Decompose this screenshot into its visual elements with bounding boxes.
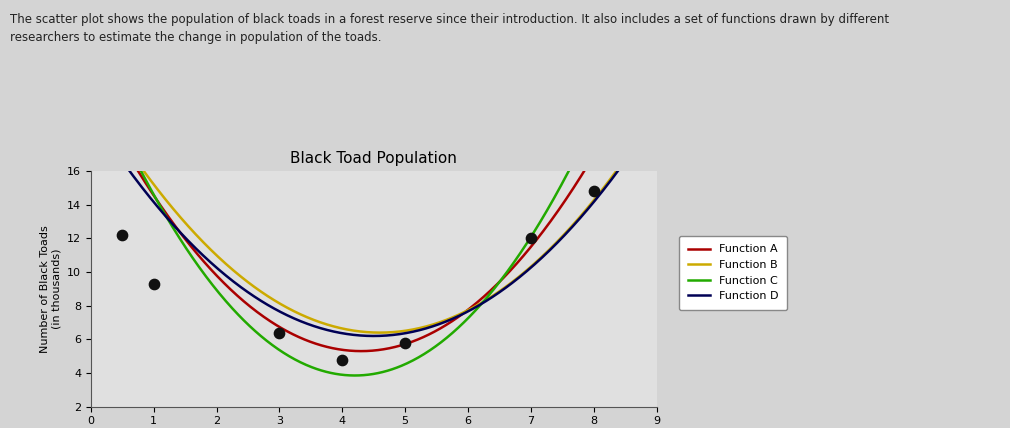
Function D (419, 326, 431, 331)
Line: Function C: Function C (91, 0, 656, 375)
Function A (512, 260, 524, 265)
Function C (340, 373, 352, 378)
Title: Black Toad Population: Black Toad Population (290, 151, 458, 166)
Point (114, 232, 130, 238)
Function D (85, 112, 97, 117)
Function A (650, 33, 663, 38)
Function D (512, 276, 524, 281)
Function B (85, 88, 97, 93)
Function B (419, 324, 431, 329)
Point (523, 235, 539, 242)
Point (272, 329, 288, 336)
Legend: Function A, Function B, Function C, Function D: Function A, Function B, Function C, Func… (679, 235, 788, 310)
Function D (650, 112, 663, 117)
Text: The scatter plot shows the population of black toads in a forest reserve since t: The scatter plot shows the population of… (10, 13, 889, 44)
Function A (419, 334, 431, 339)
Point (334, 356, 350, 363)
Line: Function B: Function B (91, 91, 656, 333)
Line: Function D: Function D (91, 115, 656, 336)
Y-axis label: Number of Black Toads
(in thousands): Number of Black Toads (in thousands) (40, 225, 62, 353)
Function C (349, 373, 362, 378)
Function B (185, 227, 197, 232)
Function C (85, 62, 97, 67)
Line: Function A: Function A (91, 36, 656, 351)
Function C (512, 254, 524, 259)
Function D (368, 333, 380, 339)
Function A (230, 292, 242, 297)
Function C (230, 310, 242, 315)
Function A (85, 84, 97, 89)
Function B (512, 275, 524, 280)
Function C (464, 314, 476, 319)
Point (397, 339, 413, 346)
Function B (230, 270, 242, 276)
Function A (464, 306, 476, 311)
Function B (650, 109, 663, 114)
Point (145, 280, 162, 287)
Function A (340, 348, 352, 353)
Function A (185, 244, 197, 249)
Point (586, 188, 602, 195)
Function D (464, 308, 476, 313)
Function D (340, 331, 352, 336)
Function B (340, 327, 352, 332)
Function C (185, 253, 197, 258)
Function A (355, 348, 367, 354)
Function B (464, 307, 476, 312)
Function D (230, 281, 242, 286)
Function D (185, 241, 197, 246)
Function C (419, 351, 431, 356)
Function B (374, 330, 386, 335)
